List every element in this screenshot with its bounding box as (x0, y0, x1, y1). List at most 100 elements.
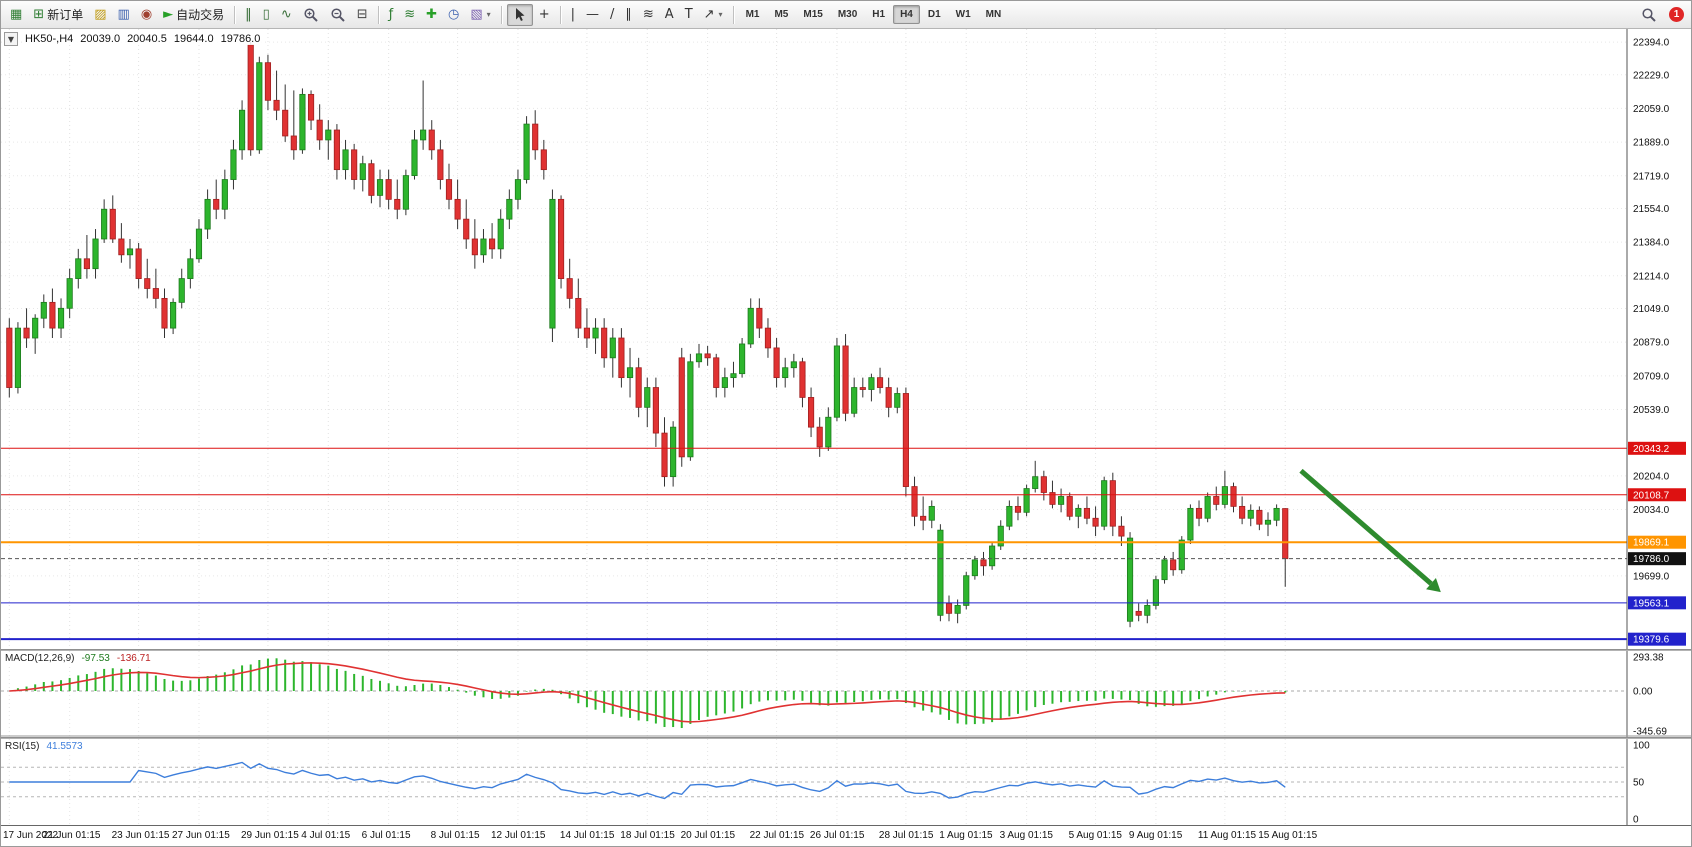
cursor-button[interactable] (506, 3, 533, 26)
bar-chart-button[interactable]: ‖ (240, 4, 257, 26)
arrows-button-icon: ↗ (703, 7, 715, 22)
new-order-button-icon: ⊞ (33, 7, 45, 22)
candle (1066, 492, 1073, 521)
candle (876, 367, 884, 394)
trendline-button[interactable]: / (605, 4, 619, 26)
indicator-list-button[interactable]: ≋ (399, 4, 420, 26)
timeframe-m5[interactable]: M5 (774, 9, 789, 20)
indicators-button-icon: ƒ (388, 7, 394, 22)
macd-panel[interactable]: 293.38 0.00 -345.69 MACD(12,26,9) -97.53 -… (1, 651, 1692, 737)
candle (40, 294, 47, 329)
templates-button[interactable]: ▧ ▾ (465, 4, 495, 26)
tile-windows-button[interactable]: ⊟ (352, 4, 373, 26)
candle (325, 120, 332, 160)
autotrading-button[interactable]: ► 自动交易 (158, 4, 229, 26)
panel-splitter[interactable] (1, 737, 1691, 739)
svg-text:20343.2: 20343.2 (1633, 444, 1670, 455)
candle (1135, 603, 1142, 622)
zoom-out-button[interactable] (325, 4, 351, 26)
price-tick-label: 22394.0 (1633, 38, 1670, 49)
fibonacci-button[interactable]: ≋ (638, 4, 659, 26)
channel-button[interactable]: ∥ (620, 4, 637, 26)
data-window-button[interactable]: ▥ (113, 4, 135, 26)
candle (1230, 482, 1237, 513)
time-label: 1 Aug 01:15 (939, 830, 993, 841)
macd-tick-label: 0.00 (1633, 686, 1653, 697)
timeframe-m30[interactable]: M30 (837, 9, 858, 20)
strategy-tester-button[interactable]: ◉ (136, 4, 157, 26)
price-chart-canvas[interactable]: 22394.0 22229.0 22059.0 21889.0 21719.0 21554… (1, 29, 1692, 649)
add-object-button[interactable]: ✚ (421, 4, 442, 26)
candle (247, 42, 254, 156)
candle (1032, 460, 1039, 493)
crosshair-button[interactable]: + (534, 4, 555, 26)
candle (523, 116, 530, 184)
panel-splitter[interactable] (1, 649, 1691, 651)
bar-chart-button-icon: ‖ (245, 7, 252, 22)
line-chart-button[interactable]: ∿ (276, 4, 297, 26)
chart-profiles-button[interactable]: ▨ (89, 4, 111, 26)
candle (290, 90, 297, 160)
timeframe-d1[interactable]: D1 (927, 9, 941, 20)
price-tag-19786.0: 19786.0 (1628, 552, 1686, 566)
candle (333, 124, 340, 180)
new-order-button[interactable]: ⊞ 新订单 (28, 4, 88, 26)
timeframe-m15[interactable]: M15 (803, 9, 823, 20)
candle (1075, 504, 1082, 529)
candle (945, 595, 953, 622)
svg-text:19786.0: 19786.0 (1633, 554, 1670, 565)
new-chart-button[interactable]: ▦ (5, 4, 27, 26)
trend-arrow-head (1426, 577, 1441, 593)
timeframe-h4[interactable]: H4 (893, 5, 920, 24)
rsi-canvas[interactable]: 100 50 0 (1, 739, 1692, 825)
arrows-button-dropdown[interactable]: ▾ (718, 10, 723, 19)
search-button[interactable] (1636, 4, 1662, 26)
candle (859, 377, 866, 398)
candle (152, 268, 159, 309)
candlestick-chart-button[interactable]: ▯ (258, 4, 275, 26)
indicators-button[interactable]: ƒ (384, 4, 399, 26)
arrows-button[interactable]: ↗ ▾ (699, 4, 728, 26)
timeframe-m1[interactable]: M1 (745, 9, 760, 20)
price-tick-label: 21554.0 (1633, 204, 1670, 215)
candle (532, 110, 539, 160)
zoom-in-button[interactable] (298, 4, 324, 26)
time-label: 9 Aug 01:15 (1128, 830, 1183, 841)
price-chart-panel[interactable]: 22394.0 22229.0 22059.0 21889.0 21719.0 21554… (1, 29, 1692, 649)
horizontal-line-button[interactable]: — (581, 4, 604, 26)
candle (764, 318, 772, 358)
text-button[interactable]: A (660, 4, 679, 26)
candle (428, 120, 435, 160)
timeframe-h1[interactable]: H1 (872, 9, 886, 20)
candle (747, 298, 754, 348)
candle (626, 347, 634, 398)
rsi-panel[interactable]: 100 50 0 RSI(15) 41.5573 (1, 739, 1692, 825)
candle (411, 130, 418, 180)
chevron-down-icon[interactable]: ▼ (4, 32, 18, 46)
templates-button-dropdown[interactable]: ▾ (486, 10, 491, 19)
time-label: 4 Jul 01:15 (301, 830, 351, 841)
time-axis[interactable]: 17 Jun 2022 21 Jun 01:15 23 Jun 01:15 27 Ju… (1, 825, 1691, 846)
candle (1109, 472, 1116, 537)
timeframe-mn[interactable]: MN (985, 9, 1002, 20)
candle (989, 542, 996, 570)
candle (307, 90, 315, 131)
candle (437, 139, 444, 190)
price-tag-20108.7: 20108.7 (1628, 488, 1686, 502)
vertical-line-button[interactable]: | (566, 4, 580, 26)
macd-main-value: -97.53 (81, 653, 110, 664)
periods-button[interactable]: ◷ (443, 4, 464, 26)
periods-button-icon: ◷ (448, 7, 460, 22)
timeframe-w1[interactable]: W1 (955, 9, 971, 20)
macd-canvas[interactable]: 293.38 0.00 -345.69 (1, 651, 1692, 737)
time-label: 17 Jun 2022 (3, 830, 59, 841)
candle (799, 357, 806, 408)
macd-label: MACD(12,26,9) -97.53 -136.71 (5, 653, 151, 664)
trend-arrow[interactable] (1299, 468, 1433, 586)
candle (773, 338, 780, 388)
ohlc-close: 19786.0 (220, 33, 261, 45)
notification-badge[interactable]: 1 (1669, 7, 1684, 22)
candle (661, 417, 668, 487)
candle (221, 169, 228, 220)
label-button[interactable]: T (680, 4, 698, 26)
